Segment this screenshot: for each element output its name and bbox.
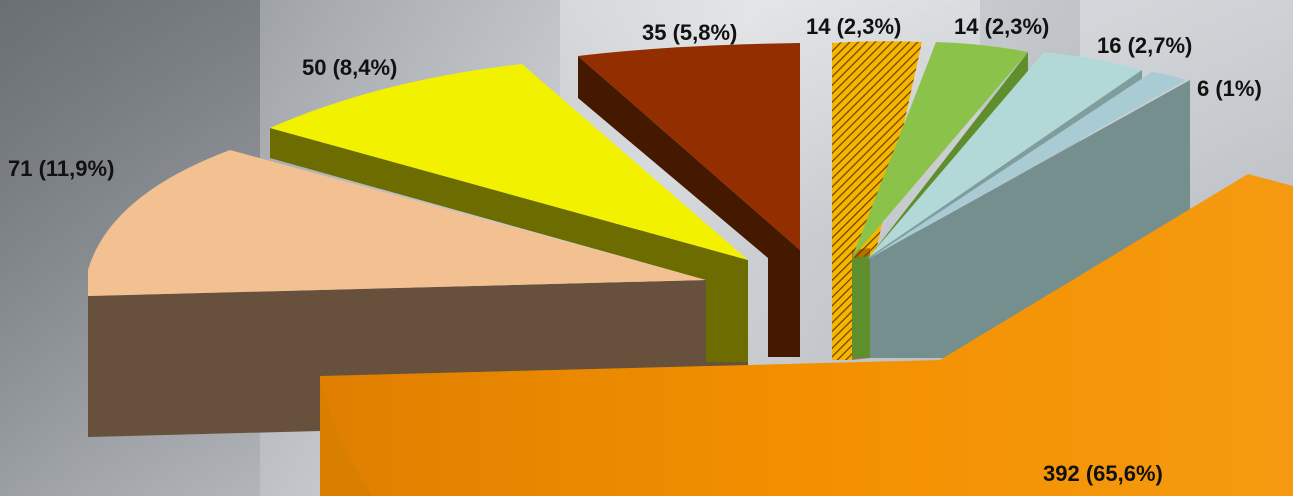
- data-label-slice-5: 14 (2,3%): [806, 14, 901, 39]
- data-label-slice-3: 50 (8,4%): [302, 55, 397, 80]
- data-label-slice-7: 16 (2,7%): [1097, 33, 1192, 58]
- data-label-slice-1: 392 (65,6%): [1043, 461, 1163, 486]
- data-label-slice-8: 6 (1%): [1197, 76, 1262, 101]
- data-label-slice-4: 35 (5,8%): [642, 20, 737, 45]
- data-label-slice-2: 71 (11,9%): [8, 156, 114, 181]
- data-label-slice-6: 14 (2,3%): [954, 14, 1049, 39]
